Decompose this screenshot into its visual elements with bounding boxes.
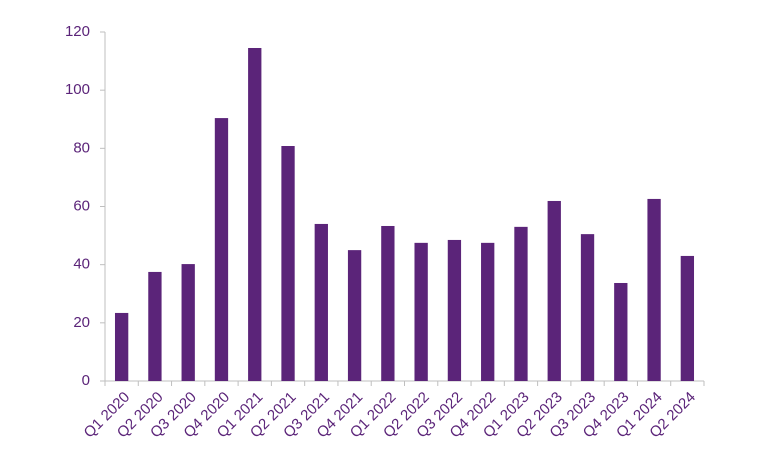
bar (347, 250, 362, 381)
bar (248, 47, 262, 381)
bar (414, 242, 428, 381)
bar (547, 200, 561, 381)
bar (281, 146, 295, 381)
bar (580, 234, 595, 381)
bar (614, 282, 628, 381)
bar (114, 312, 129, 381)
y-tick-label: 0 (82, 372, 90, 389)
bar (214, 118, 229, 381)
bar (514, 226, 528, 381)
y-tick-label: 20 (73, 314, 90, 331)
bar (680, 255, 695, 381)
bar (381, 225, 395, 381)
bar (181, 264, 195, 381)
bar (481, 242, 495, 381)
y-tick-label: 60 (73, 197, 90, 214)
bar (148, 271, 162, 381)
y-tick-label: 40 (73, 256, 90, 273)
y-tick-label: 100 (65, 81, 90, 98)
y-tick-label: 80 (73, 139, 90, 156)
bar (447, 239, 462, 381)
y-tick-label: 120 (65, 23, 90, 40)
bar (647, 198, 661, 381)
bar (314, 223, 328, 381)
